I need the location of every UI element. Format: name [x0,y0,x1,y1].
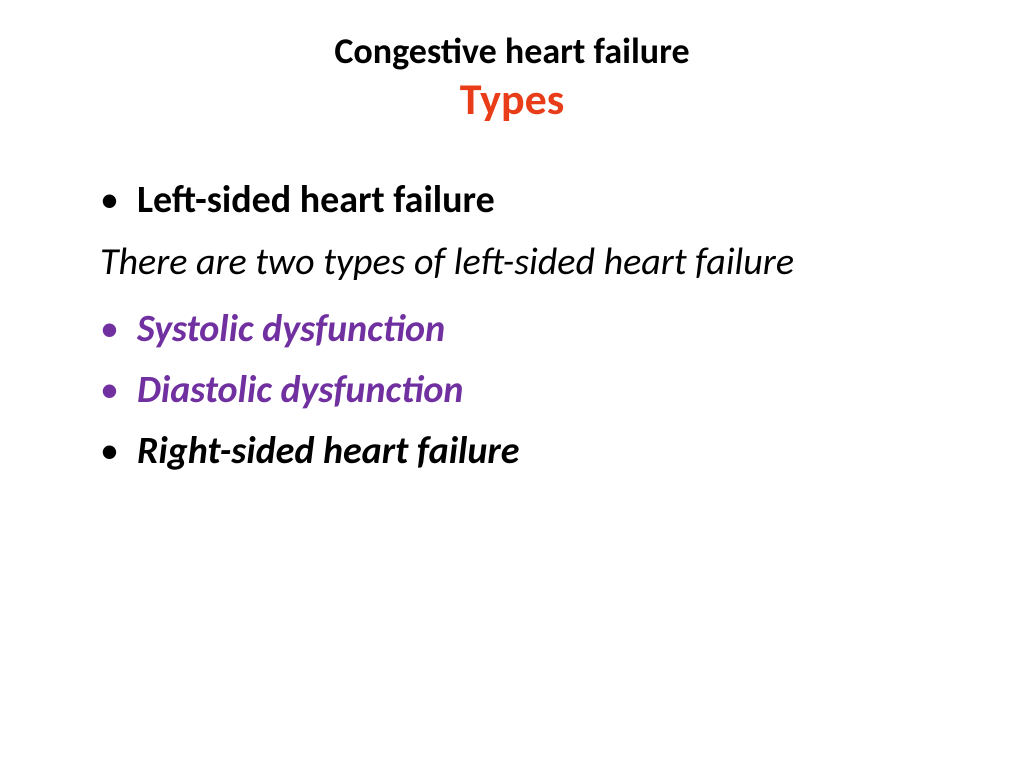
title-line-1: Congestive heart failure [50,30,974,73]
bullet-text: Right-sided heart failure [137,427,520,476]
bullet-marker: • [100,366,119,415]
bullet-text: Left-sided heart failure [137,176,495,225]
bullet-item: • Systolic dysfunction [100,305,954,354]
title-line-2: Types [50,73,974,126]
bullet-text: Systolic dysfunction [137,305,445,354]
bullet-item: • Diastolic dysfunction [100,366,954,415]
description-text: There are two types of left-sided heart … [100,237,954,288]
bullet-marker: • [100,176,119,225]
bullet-item: • Right-sided heart failure [100,427,954,476]
bullet-text: Diastolic dysfunction [137,366,464,415]
bullet-marker: • [100,305,119,354]
slide-content: • Left-sided heart failure There are two… [50,176,974,477]
bullet-item: • Left-sided heart failure [100,176,954,225]
slide-title-block: Congestive heart failure Types [50,30,974,126]
description-inner: There are two types of left-sided heart … [100,237,954,288]
bullet-marker: • [100,427,119,476]
